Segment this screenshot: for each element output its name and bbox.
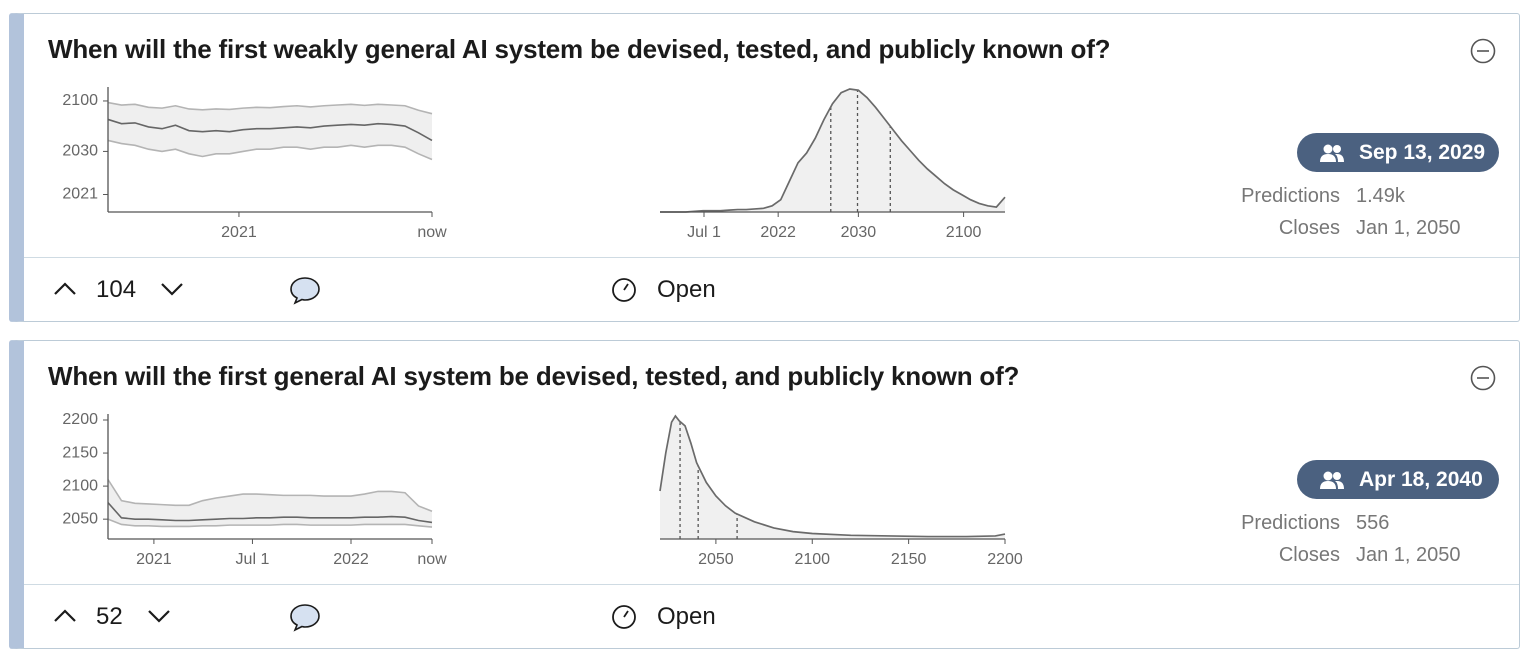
clock-hand <box>623 283 629 291</box>
density-line <box>660 88 1006 213</box>
status: Open <box>657 276 716 303</box>
x-tick-label: 2100 <box>946 224 982 241</box>
people-icon <box>1320 471 1344 489</box>
closes-date: Jan 1, 2050 <box>1356 217 1461 239</box>
y-tick-label: 2150 <box>62 444 98 461</box>
head <box>1333 144 1341 153</box>
upper-line <box>107 101 433 115</box>
median-line <box>107 118 433 142</box>
x-tick-label: Jul 1 <box>236 551 270 568</box>
charts: 2021 2030 2100 2021 now Jul 1 2022 2030 2100 <box>62 87 1006 241</box>
downvote-button[interactable] <box>146 606 172 626</box>
predictions-count: 1.49k <box>1356 185 1405 207</box>
lower-line <box>107 139 433 161</box>
x-tick-label: 2021 <box>221 224 257 241</box>
x-tick-label: now <box>417 551 447 568</box>
collapse-button[interactable] <box>1469 37 1497 65</box>
upvote-button[interactable] <box>52 606 78 626</box>
collapse-button[interactable] <box>1469 364 1497 392</box>
prediction-date: Apr 18, 2040 <box>1359 467 1483 491</box>
density-area <box>660 89 1005 212</box>
clock <box>612 605 636 629</box>
downvote-button[interactable] <box>159 279 185 299</box>
x-tick-label: Jul 1 <box>687 224 721 241</box>
bubble <box>290 604 320 632</box>
interval-band <box>108 479 432 528</box>
density-line <box>659 414 1006 538</box>
divider <box>24 257 1519 258</box>
chevron <box>54 282 76 295</box>
prediction-date: Sep 13, 2029 <box>1359 140 1486 164</box>
x-tick-label: 2050 <box>698 551 734 568</box>
body <box>1335 153 1344 162</box>
body <box>1335 480 1344 489</box>
chevron <box>54 609 76 622</box>
chevron <box>161 283 183 296</box>
predictions-label: Predictions <box>1241 185 1340 207</box>
chevron <box>148 610 170 623</box>
density-area <box>660 416 1005 539</box>
y-tick-label: 2050 <box>62 510 98 527</box>
body <box>1320 153 1336 162</box>
question-title[interactable]: When will the first weakly general AI sy… <box>48 34 1111 64</box>
divider <box>24 584 1519 585</box>
vote-count: 104 <box>96 276 137 303</box>
x-tick-label: 2022 <box>333 551 369 568</box>
closes-label: Closes <box>1278 544 1340 566</box>
x-tick-label: 2150 <box>891 551 927 568</box>
predictions-count: 556 <box>1356 512 1390 534</box>
comment-icon[interactable] <box>289 602 321 632</box>
charts: 2050 2100 2150 2200 2021 Jul 1 2022 now 2050 2100… <box>62 411 1023 568</box>
people-icon <box>1320 144 1344 162</box>
status-icon <box>612 278 636 302</box>
community-prediction: Apr 18, 2040 <box>1297 460 1499 499</box>
y-tick-label: 2030 <box>62 143 98 160</box>
median-line <box>107 502 433 524</box>
vote-count: 52 <box>96 603 123 630</box>
body <box>1320 480 1336 489</box>
question-card: When will the first weakly general AI sy… <box>9 13 1520 322</box>
x-tick-label: 2100 <box>794 551 830 568</box>
x-tick-label: 2030 <box>841 224 877 241</box>
predictions-label: Predictions <box>1241 512 1340 534</box>
circle <box>1470 38 1496 64</box>
x-tick-label: now <box>417 224 447 241</box>
closes-date: Jan 1, 2050 <box>1356 544 1461 566</box>
upper-line <box>107 479 433 512</box>
y-tick-label: 2200 <box>62 411 98 428</box>
head <box>1333 471 1341 480</box>
x-tick-label: 2022 <box>760 224 796 241</box>
x-tick-label: 2021 <box>136 551 172 568</box>
y-tick-label: 2100 <box>62 92 98 109</box>
head <box>1323 144 1333 153</box>
closes-label: Closes <box>1278 217 1340 239</box>
x-tick-label: 2200 <box>987 551 1023 568</box>
community-prediction: Sep 13, 2029 <box>1297 133 1499 172</box>
clock-hand <box>623 610 629 618</box>
circle <box>1470 365 1496 391</box>
lower-line <box>107 518 433 528</box>
comment-icon[interactable] <box>289 275 321 305</box>
question-title[interactable]: When will the first general AI system be… <box>48 361 1020 391</box>
status: Open <box>657 603 716 630</box>
head <box>1323 471 1333 480</box>
status-icon <box>612 605 636 629</box>
upvote-button[interactable] <box>52 279 78 299</box>
y-tick-label: 2021 <box>62 186 98 203</box>
clock <box>612 278 636 302</box>
bubble <box>290 277 320 305</box>
question-card: When will the first general AI system be… <box>9 340 1520 649</box>
y-tick-label: 2100 <box>62 477 98 494</box>
